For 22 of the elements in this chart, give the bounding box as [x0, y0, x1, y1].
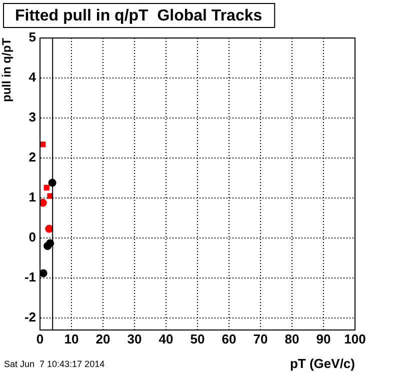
y-tick-label: 2 [28, 150, 36, 165]
x-tick-label: 10 [64, 331, 79, 346]
x-tick-label: 40 [158, 331, 174, 346]
chart-title: Fitted pull in q/pT Global Tracks [15, 7, 262, 24]
y-tick-label: -2 [24, 310, 36, 325]
x-tick-label: 100 [344, 331, 366, 346]
y-tick-label: 0 [28, 230, 36, 245]
x-tick-label: 50 [190, 331, 205, 346]
y-tick-label: -1 [24, 270, 36, 285]
x-tick-label: 20 [96, 331, 110, 346]
y-tick-label: 5 [28, 30, 36, 45]
x-axis-title: pT (GeV/c) [290, 356, 355, 371]
y-tick-label: 3 [28, 110, 36, 125]
y-tick-label: 1 [28, 190, 36, 205]
y-axis-title: pull in q/pT [0, 37, 14, 102]
y-tick-label: 4 [28, 70, 37, 85]
x-tick-label: 90 [316, 331, 331, 346]
text: Sat Jun 7 10:43:17 2014 [4, 359, 105, 369]
x-tick-label: 80 [284, 331, 300, 346]
x-tick-label: 30 [127, 331, 142, 346]
x-tick-label: 70 [253, 331, 268, 346]
x-tick-label: 60 [222, 331, 236, 346]
